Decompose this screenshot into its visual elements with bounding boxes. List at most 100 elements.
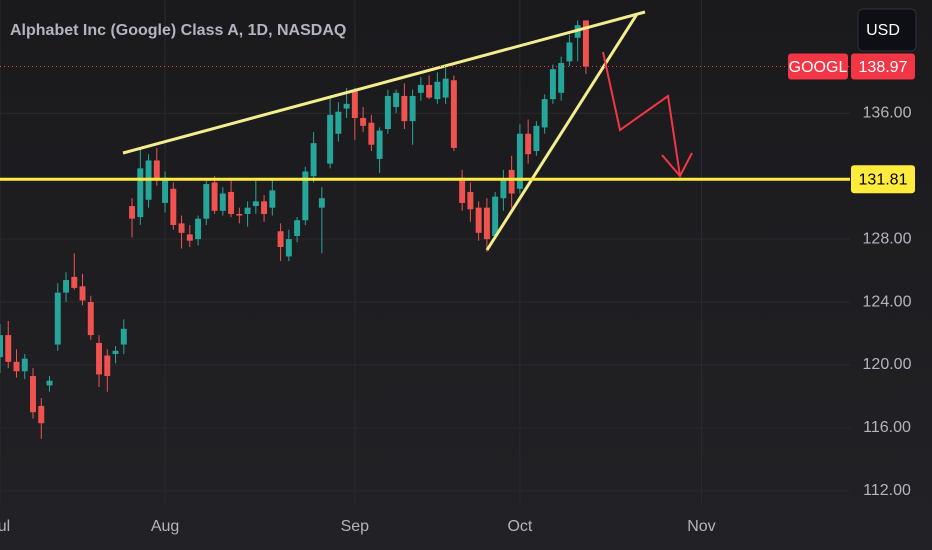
candle-body [153, 160, 160, 180]
candle-body [137, 168, 144, 218]
candle-body [467, 191, 474, 210]
currency-button-box[interactable] [857, 8, 917, 52]
y-tick-label: 120.00 [863, 356, 912, 373]
candle-body [343, 103, 350, 109]
candle-body [566, 42, 573, 62]
arrow-head [661, 152, 693, 178]
candle-body [219, 193, 226, 211]
candle-body [368, 122, 375, 145]
candle-body [244, 207, 251, 214]
chart-title: Alphabet Inc (Google) Class A, 1D, NASDA… [10, 22, 346, 39]
candle-body [30, 375, 36, 413]
candle-body [500, 179, 507, 199]
candle-body [79, 286, 86, 301]
candle-body [384, 95, 391, 130]
candle-body [203, 184, 210, 219]
level-label: 131.81 [859, 171, 908, 188]
y-tick-label: 112.00 [863, 482, 911, 499]
candle-body [13, 361, 20, 372]
candle-body [0, 335, 3, 358]
candle-body [87, 302, 94, 336]
currency-button[interactable]: USD [857, 8, 917, 52]
candle-body [252, 201, 259, 207]
last-price-label: 138.97 [859, 59, 908, 76]
candle-body [195, 218, 202, 240]
level-tag [851, 165, 915, 194]
candle-body [54, 292, 61, 345]
candle-body [393, 92, 400, 107]
candle-body [475, 207, 482, 233]
candle-body [38, 405, 45, 424]
candle-body [533, 125, 540, 152]
x-tick-label: Jul [0, 518, 10, 535]
projection-arrow [602, 51, 681, 177]
candle-body [162, 177, 169, 203]
candle-body [228, 191, 235, 214]
lower-trendline [485, 13, 639, 251]
candle-body [46, 380, 53, 386]
candle-body [294, 220, 301, 236]
candle-body [525, 133, 532, 155]
x-tick-label: Nov [687, 518, 715, 535]
y-tick-label: 128.00 [863, 230, 912, 247]
candle-body [335, 111, 342, 134]
candle-body [582, 20, 589, 67]
candle-body [442, 78, 449, 98]
candle-body [104, 355, 111, 376]
candle-body [516, 133, 523, 189]
x-tick-label: Oct [507, 518, 532, 535]
drawings [122, 10, 693, 251]
candle-body [327, 114, 334, 164]
candle-body [129, 206, 136, 219]
overlay: 112.00 116.00 120.00 124.00 128.00 136.00 Jul A… [0, 53, 915, 535]
y-tick-label: 116.00 [863, 419, 911, 436]
last-price-tag [851, 53, 915, 80]
grid [0, 0, 850, 505]
candle-body [310, 143, 317, 177]
candle-body [417, 84, 424, 93]
candle-body [71, 276, 78, 288]
y-tick-label: 136.00 [863, 104, 912, 121]
candle-body [434, 81, 441, 100]
x-tick-label: Aug [151, 518, 179, 535]
symbol-tag [788, 53, 848, 80]
candle-body [269, 190, 276, 208]
candle-body [211, 182, 218, 211]
candle-body [277, 231, 284, 247]
candle-body [120, 328, 127, 345]
symbol-label: GOOGL [789, 59, 848, 76]
candle-body [96, 342, 102, 375]
candle-body [170, 188, 177, 225]
candle-body [401, 95, 408, 122]
candle-body [492, 196, 499, 236]
candle-body [21, 358, 28, 372]
candle-body [376, 130, 383, 159]
candle-body [178, 223, 185, 233]
candle-body [351, 91, 358, 118]
candle-body [426, 84, 433, 98]
candle-body [285, 239, 292, 257]
candle-body [508, 169, 515, 194]
candle-body [63, 280, 69, 293]
candle-body [549, 69, 556, 100]
y-tick-label: 124.00 [863, 293, 912, 310]
x-tick-label: Sep [341, 518, 370, 535]
candle-body [360, 117, 367, 126]
candle-body [261, 201, 268, 214]
candle-body [450, 80, 457, 148]
candle-body [112, 350, 119, 354]
upper-trendline [122, 10, 646, 155]
candle-body [483, 207, 490, 240]
currency-label[interactable]: USD [866, 22, 900, 39]
candle-body [5, 335, 12, 362]
candle-body [558, 62, 565, 93]
candle-body [236, 213, 243, 216]
candle-body [186, 234, 193, 241]
candles [0, 20, 589, 439]
candle-body [318, 198, 325, 208]
candle-body [302, 171, 309, 221]
candle-body [541, 99, 548, 128]
candle-body [409, 95, 416, 122]
